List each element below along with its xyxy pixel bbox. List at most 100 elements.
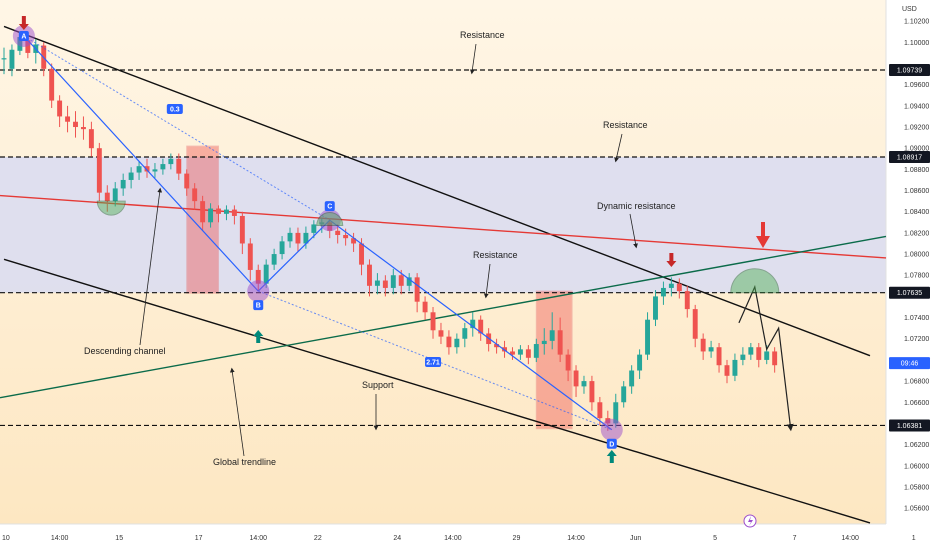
candle-body [414, 277, 420, 302]
wave-badge [18, 30, 29, 41]
annotation-dynamic-resistance: Dynamic resistance [597, 201, 676, 211]
price-tag [889, 419, 930, 432]
candle-body [367, 264, 372, 286]
candle-body [73, 121, 78, 128]
candle-body [668, 283, 674, 288]
candle-body [541, 340, 547, 345]
annotation-resistance-low: Resistance [473, 250, 518, 260]
candle-body [200, 201, 206, 223]
candle-body [223, 209, 229, 214]
currency-label: USD [902, 6, 917, 13]
wave-point-marker[interactable] [600, 418, 623, 441]
candle-body [247, 243, 253, 270]
price-tag-label: 1.08917 [897, 154, 922, 161]
time-tick-label: 14:00 [841, 535, 859, 542]
wave-badge-label: A [21, 33, 26, 40]
candle-body [96, 148, 102, 193]
price-tick-label: 1.06200 [904, 442, 929, 449]
price-tag [889, 286, 930, 299]
candle-body [184, 173, 190, 189]
candle-body [88, 129, 94, 149]
price-tick-label: 1.08200 [904, 230, 929, 237]
annotation-resistance-top: Resistance [460, 30, 505, 40]
candle-body [629, 370, 635, 387]
price-tag-label: 1.07635 [897, 290, 922, 297]
buy-arrow-icon [606, 450, 617, 463]
wave-point-marker[interactable] [318, 209, 341, 232]
candle-body [772, 351, 778, 366]
annotation-support: Support [362, 380, 394, 390]
time-tick-label: 14:00 [567, 535, 585, 542]
price-tick-label: 1.07800 [904, 273, 929, 280]
sell-arrow-icon [18, 16, 29, 30]
price-tick-label: 1.08600 [904, 188, 929, 195]
candle-body [581, 381, 587, 387]
wave-ratio-badge [425, 357, 442, 368]
price-tick-label: 1.09600 [904, 82, 929, 89]
candle-body [343, 235, 349, 239]
resistance-zone [0, 156, 886, 293]
candle-body [597, 402, 603, 419]
candle-body [351, 238, 357, 244]
candle-body [438, 330, 444, 337]
candle-body [708, 347, 714, 352]
time-tick-label: 24 [393, 535, 401, 542]
time-tick-label: 7 [793, 535, 797, 542]
wave-badge-label: C [327, 204, 332, 211]
candle-body [57, 100, 63, 117]
price-tag [889, 150, 930, 163]
wave-ratio-label: 0.3 [170, 107, 180, 114]
time-tick-label: 14:00 [444, 535, 462, 542]
candle-body [494, 344, 500, 348]
candle-body [239, 215, 245, 244]
candle-body [120, 179, 126, 189]
time-tick-label: 22 [314, 535, 322, 542]
candle-body [9, 49, 15, 69]
price-tag-label: 1.09739 [897, 67, 922, 74]
candle-body [208, 208, 214, 223]
candle-body [470, 319, 476, 329]
candle-body [446, 336, 452, 348]
candle-body [374, 280, 380, 286]
time-tick-label: 17 [195, 535, 203, 542]
candle-body [406, 277, 412, 286]
annotation-pointer [469, 43, 477, 75]
candle-body [311, 224, 317, 233]
candle-body [621, 386, 627, 403]
wave-badge [606, 438, 617, 449]
candle-body [216, 208, 221, 214]
candle-body [359, 243, 364, 265]
price-tick-label: 1.05600 [904, 506, 929, 513]
price-tick-label: 1.10000 [904, 40, 929, 47]
candle-body [764, 351, 770, 360]
candle-body [176, 158, 182, 174]
price-tick-label: 1.09000 [904, 146, 929, 153]
wave-point-marker[interactable] [247, 280, 270, 303]
candle-body [112, 188, 118, 202]
candle-body [25, 40, 31, 53]
price-tick-label: 1.07400 [904, 315, 929, 322]
candle-body [382, 280, 388, 288]
candle-body [104, 192, 110, 202]
wave-leg [23, 35, 259, 292]
candle-body [533, 344, 539, 358]
candle-body [613, 402, 619, 424]
candle-body [398, 275, 404, 286]
wave-badge [253, 300, 264, 311]
candle-body [716, 347, 722, 366]
time-tick-label: 10 [2, 535, 10, 542]
time-tick-label: 14:00 [249, 535, 267, 542]
candle-body [724, 365, 730, 376]
wave-badge [324, 201, 335, 212]
candle-body [756, 347, 762, 360]
candle-body [589, 381, 595, 403]
candle-body [295, 232, 301, 244]
candle-body [517, 349, 523, 355]
time-tick-label: 15 [115, 535, 123, 542]
candle-body [748, 347, 754, 355]
price-tag-label: 1.06381 [897, 423, 922, 430]
price-tick-label: 1.06000 [904, 463, 929, 470]
price-tick-label: 1.09200 [904, 125, 929, 132]
